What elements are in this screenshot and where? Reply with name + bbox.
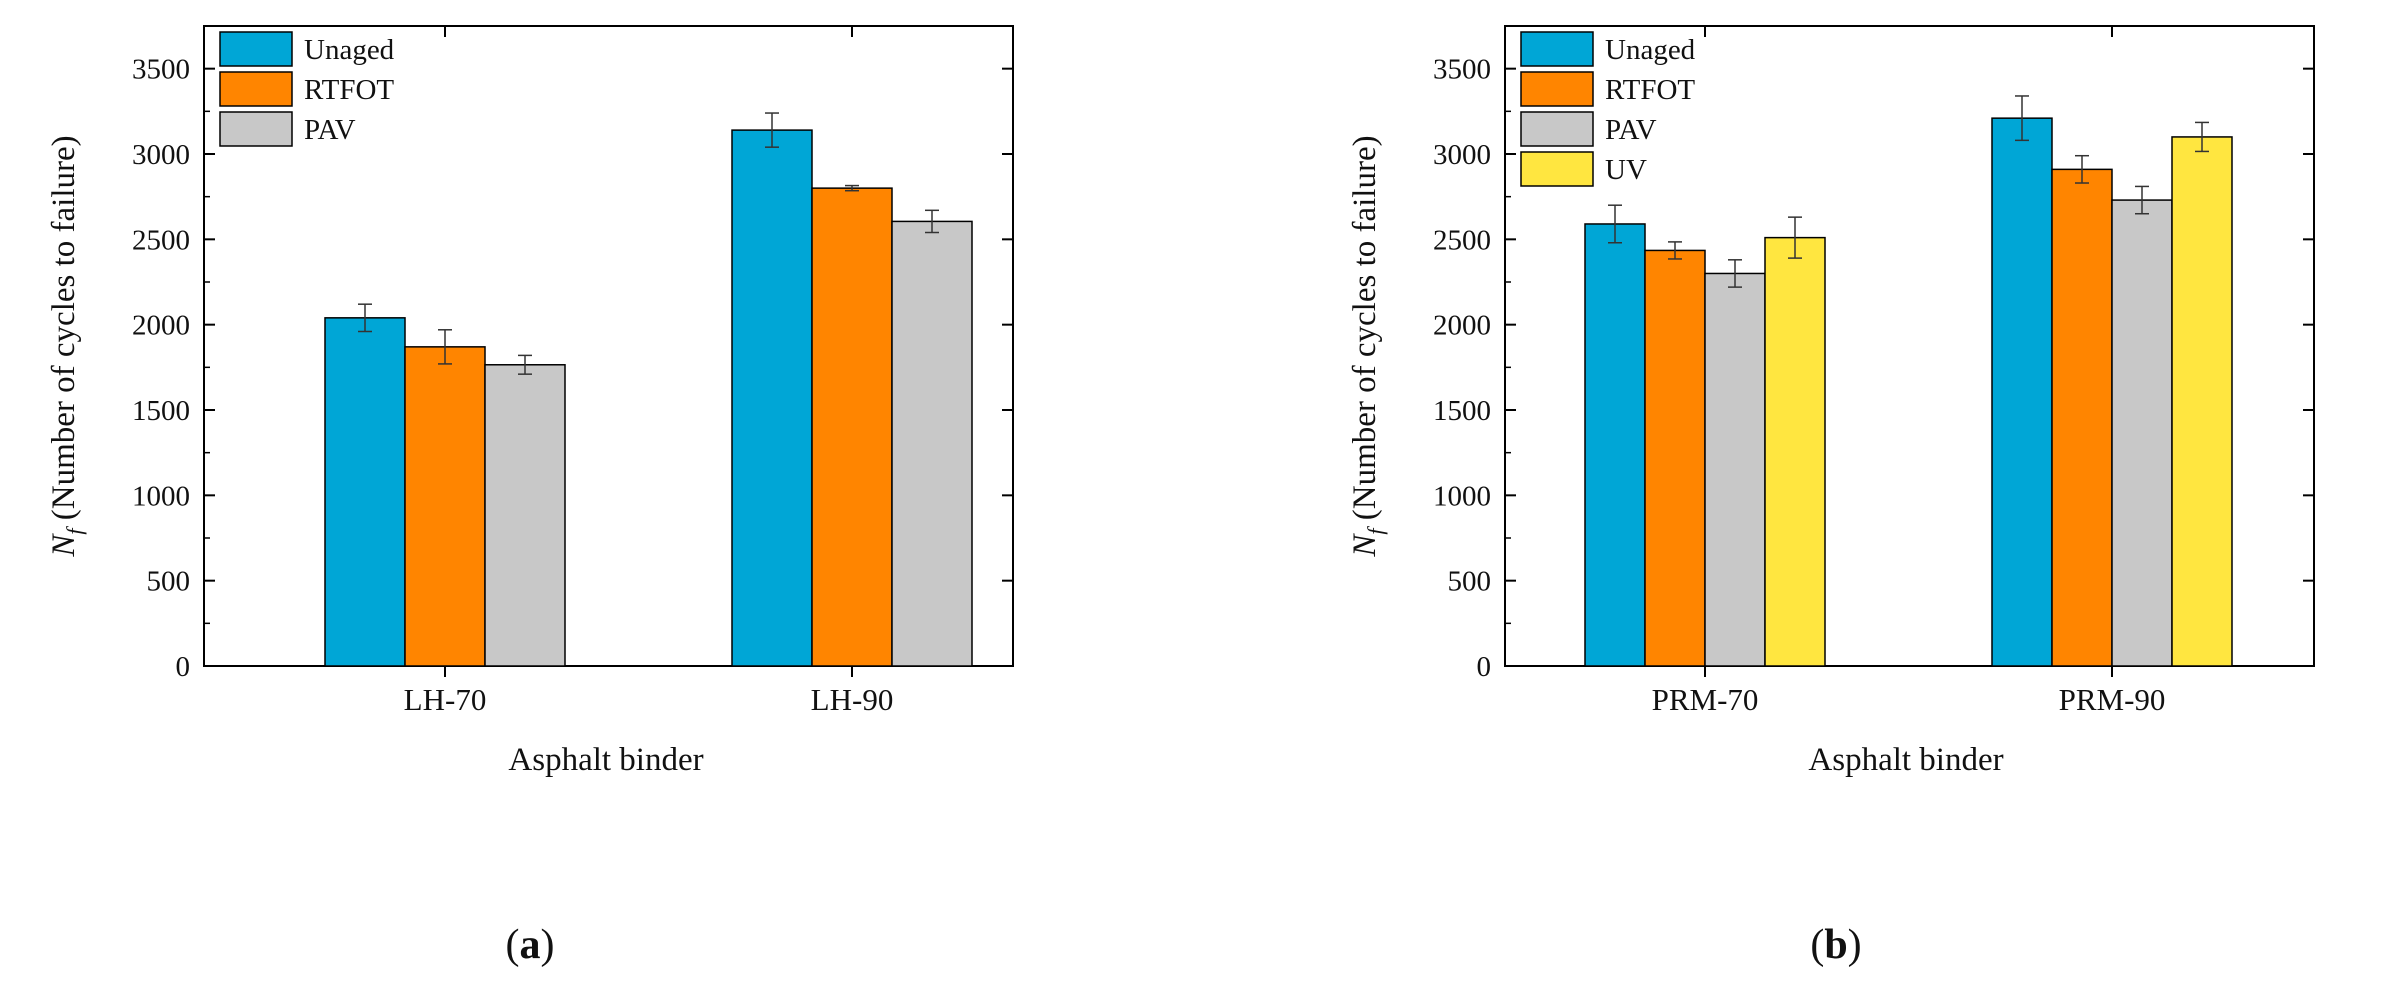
legend-swatch-pav (219, 111, 293, 147)
plot-frame (1504, 25, 2315, 667)
panel-label-letter: a (520, 922, 541, 968)
plot-frame (203, 25, 1014, 667)
y-tick-label: 500 (1448, 566, 1492, 598)
panel-label-close-paren: ) (541, 922, 555, 968)
bar-pav-lh-90 (891, 220, 973, 667)
y-tick-label: 0 (1477, 651, 1492, 683)
x-tick-label: PRM-70 (1652, 682, 1759, 717)
bar-rtfot-lh-90 (811, 187, 893, 667)
y-tick-label: 3500 (132, 54, 190, 86)
legend-label-rtfot: RTFOT (1605, 74, 1695, 106)
bar-uv-prm-90 (2171, 136, 2233, 667)
legend-label-uv: UV (1605, 154, 1647, 186)
legend-swatch-rtfot (1520, 71, 1594, 107)
panel-label: (a) (506, 922, 555, 968)
panel-label-letter: b (1824, 922, 1847, 968)
panel-label-open-paren: ( (1810, 922, 1824, 968)
x-axis-title: Asphalt binder (508, 742, 703, 778)
bar-uv-prm-70 (1764, 236, 1826, 667)
y-axis-title: Nf (Number of cycles to failure) (1347, 135, 1388, 557)
bar-unaged-lh-90 (731, 129, 813, 667)
y-tick-label: 1500 (1433, 395, 1491, 427)
y-axis-symbol: N (1347, 533, 1383, 558)
y-tick-label: 1000 (1433, 480, 1491, 512)
bar-rtfot-lh-70 (404, 346, 486, 667)
y-tick-label: 2500 (132, 224, 190, 256)
bar-unaged-prm-90 (1991, 117, 2053, 667)
y-tick-label: 3000 (132, 139, 190, 171)
legend-swatch-rtfot (219, 71, 293, 107)
y-tick-label: 2500 (1433, 224, 1491, 256)
legend-label-unaged: Unaged (1605, 34, 1696, 66)
y-tick-label: 3000 (1433, 139, 1491, 171)
panel-label: (b) (1810, 922, 1861, 968)
legend-label-unaged: Unaged (304, 34, 395, 66)
bar-pav-lh-70 (484, 364, 566, 667)
legend-swatch-pav (1520, 111, 1594, 147)
x-axis-title: Asphalt binder (1808, 742, 2003, 778)
y-axis-label-text: (Number of cycles to failure) (1347, 135, 1383, 528)
panel-b-chart: 0 500 1000 1500 2000 2500 3000 3500 PRM-70 PRM-90… (1347, 25, 2315, 968)
y-tick-label: 2000 (1433, 310, 1491, 342)
y-axis-title: Nf (Number of cycles to failure) (46, 135, 87, 557)
legend-label-pav: PAV (304, 114, 356, 146)
bar-pav-prm-90 (2111, 199, 2173, 667)
y-tick-label: 1500 (132, 395, 190, 427)
legend-swatch-unaged (219, 31, 293, 67)
panel-label-close-paren: ) (1848, 922, 1862, 968)
legend-swatch-uv (1520, 151, 1594, 187)
panel-a-chart: 0 500 1000 1500 2000 2500 3000 3500 LH-70 LH-90 As… (46, 25, 1014, 968)
y-tick-label: 2000 (132, 310, 190, 342)
x-tick-label: LH-70 (404, 682, 487, 717)
bar-rtfot-prm-70 (1644, 249, 1706, 667)
y-tick-label: 500 (147, 566, 191, 598)
legend-label-pav: PAV (1605, 114, 1657, 146)
x-tick-label: LH-90 (811, 682, 894, 717)
y-tick-label: 3500 (1433, 54, 1491, 86)
legend-swatch-unaged (1520, 31, 1594, 67)
bar-unaged-lh-70 (324, 317, 406, 667)
y-axis-subscript: f (1363, 526, 1388, 535)
y-tick-label: 0 (176, 651, 191, 683)
panel-label-open-paren: ( (506, 922, 520, 968)
x-tick-label: PRM-90 (2059, 682, 2166, 717)
bar-pav-prm-70 (1704, 272, 1766, 667)
y-tick-label: 1000 (132, 480, 190, 512)
y-axis-symbol: N (46, 533, 82, 558)
y-axis-subscript: f (62, 526, 87, 535)
legend-label-rtfot: RTFOT (304, 74, 394, 106)
bar-rtfot-prm-90 (2051, 168, 2113, 667)
bar-unaged-prm-70 (1584, 223, 1646, 667)
y-axis-label-text: (Number of cycles to failure) (46, 135, 82, 528)
